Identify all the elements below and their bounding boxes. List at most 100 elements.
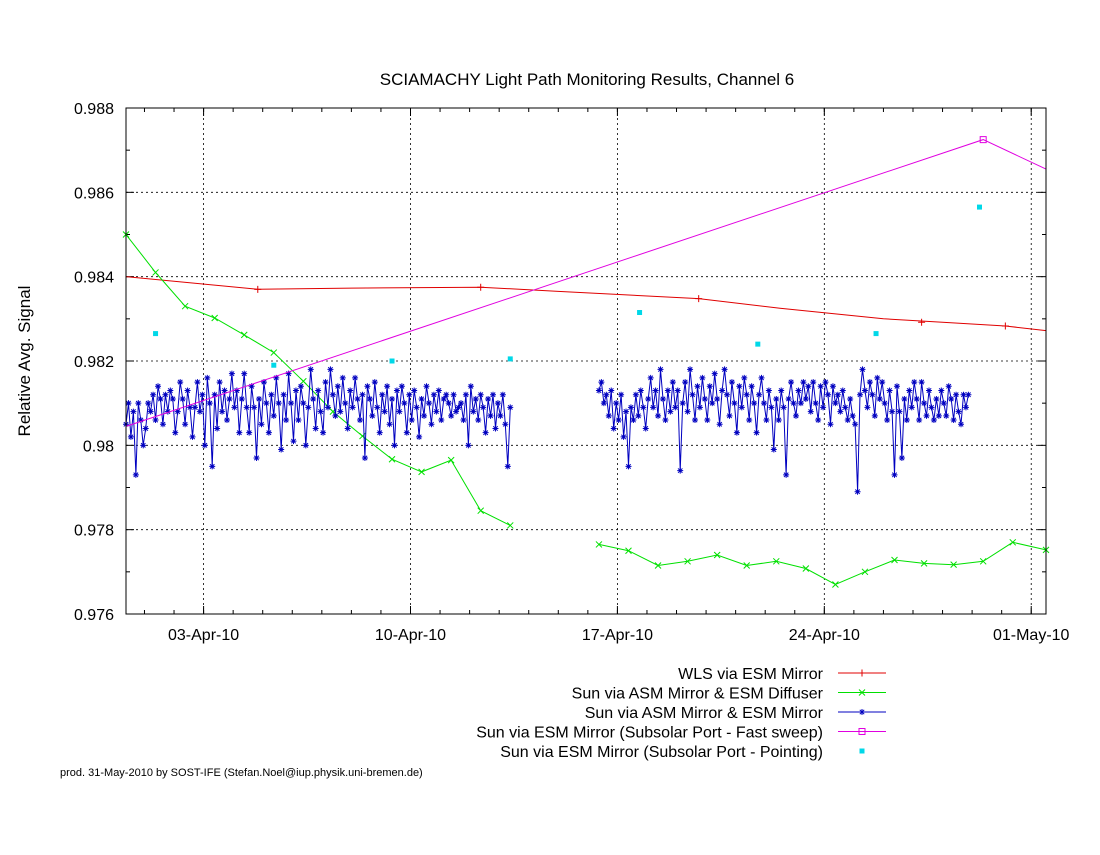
- data-point-series-2: [181, 302, 189, 310]
- plot-series: [122, 136, 1050, 588]
- data-point-series-5: [389, 358, 395, 364]
- data-point-series-3: [925, 387, 932, 394]
- data-point-series-3: [940, 400, 947, 407]
- data-point-series-3: [389, 395, 396, 402]
- data-point-series-3: [650, 404, 657, 411]
- data-point-series-3: [305, 404, 312, 411]
- data-point-series-3: [374, 404, 381, 411]
- data-point-series-3: [280, 391, 287, 398]
- data-point-series-3: [743, 391, 750, 398]
- data-point-series-3: [662, 417, 669, 424]
- series-line-4: [125, 139, 1047, 427]
- data-point-series-3: [913, 395, 920, 402]
- data-point-series-3: [477, 391, 484, 398]
- data-point-series-3: [310, 395, 317, 402]
- data-point-series-3: [891, 471, 898, 478]
- data-point-series-3: [371, 379, 378, 386]
- data-point-series-3: [295, 417, 302, 424]
- data-point-series-3: [499, 391, 506, 398]
- data-point-series-3: [223, 417, 230, 424]
- data-point-series-3: [315, 387, 322, 394]
- data-point-series-3: [485, 395, 492, 402]
- data-point-series-3: [226, 395, 233, 402]
- data-point-series-3: [204, 374, 211, 381]
- data-point-series-3: [253, 454, 260, 461]
- data-point-series-3: [475, 417, 482, 424]
- data-point-series-3: [359, 391, 366, 398]
- data-point-series-3: [736, 383, 743, 390]
- data-point-series-5: [873, 331, 879, 337]
- data-point-series-5: [271, 362, 277, 368]
- data-point-series-3: [189, 433, 196, 440]
- data-point-series-2: [152, 269, 159, 276]
- series-line-3: [598, 369, 969, 492]
- data-point-series-3: [775, 417, 782, 424]
- data-point-series-3: [214, 425, 221, 432]
- data-point-series-3: [655, 412, 662, 419]
- data-point-series-3: [472, 395, 479, 402]
- data-point-series-3: [724, 391, 731, 398]
- grid-lines: [126, 108, 1046, 614]
- data-point-series-3: [847, 395, 854, 402]
- data-point-series-3: [839, 387, 846, 394]
- x-tick-label: 10-Apr-10: [375, 627, 446, 644]
- data-point-series-3: [701, 395, 708, 402]
- data-point-series-2: [861, 568, 869, 576]
- data-point-series-3: [416, 433, 423, 440]
- data-point-series-3: [332, 412, 339, 419]
- data-point-series-3: [221, 387, 228, 394]
- data-point-series-3: [921, 400, 928, 407]
- data-point-series-3: [879, 379, 886, 386]
- data-point-series-3: [834, 391, 841, 398]
- data-point-series-2: [625, 547, 632, 555]
- data-point-series-3: [889, 408, 896, 415]
- y-tick-label: 0.988: [74, 101, 114, 118]
- data-point-series-3: [396, 408, 403, 415]
- data-point-series-3: [605, 412, 612, 419]
- series-sun-via-esm-mirror-subsolar-port-pointing: [153, 204, 982, 368]
- data-point-series-3: [758, 374, 765, 381]
- data-point-series-2: [1009, 538, 1017, 546]
- data-point-series-3: [950, 417, 957, 424]
- data-point-series-3: [943, 412, 950, 419]
- data-point-series-3: [322, 379, 329, 386]
- data-point-series-3: [741, 374, 748, 381]
- data-point-series-1: [254, 285, 262, 293]
- data-point-series-3: [674, 387, 681, 394]
- data-point-series-3: [283, 417, 290, 424]
- data-point-series-3: [467, 383, 474, 390]
- data-point-series-2: [418, 468, 425, 476]
- data-point-series-1: [477, 283, 485, 291]
- data-point-series-3: [955, 408, 962, 415]
- legend-label: Sun via ESM Mirror (Subsolar Port - Poin…: [500, 744, 823, 761]
- data-point-series-3: [652, 387, 659, 394]
- data-point-series-3: [297, 383, 304, 390]
- data-point-series-2: [506, 522, 514, 529]
- y-tick-label: 0.982: [74, 354, 114, 371]
- data-point-series-3: [861, 387, 868, 394]
- data-point-series-3: [711, 370, 718, 377]
- data-point-series-3: [391, 442, 398, 449]
- data-point-series-3: [433, 408, 440, 415]
- data-point-series-3: [699, 374, 706, 381]
- data-point-series-3: [938, 387, 945, 394]
- data-point-series-3: [721, 366, 728, 373]
- data-point-series-3: [273, 374, 280, 381]
- data-point-series-3: [159, 421, 166, 428]
- data-point-series-3: [679, 400, 686, 407]
- data-point-series-3: [199, 391, 206, 398]
- data-point-series-3: [945, 383, 952, 390]
- data-point-series-3: [140, 442, 147, 449]
- data-point-series-3: [155, 383, 162, 390]
- data-point-series-3: [948, 395, 955, 402]
- data-point-series-3: [728, 379, 735, 386]
- data-point-series-3: [866, 379, 873, 386]
- data-point-series-3: [770, 446, 777, 453]
- series-line-2: [125, 234, 511, 526]
- data-point-series-3: [364, 383, 371, 390]
- data-point-series-3: [659, 395, 666, 402]
- data-point-series-3: [859, 366, 866, 373]
- data-point-series-3: [916, 417, 923, 424]
- data-point-series-3: [751, 400, 758, 407]
- data-point-series-3: [928, 404, 935, 411]
